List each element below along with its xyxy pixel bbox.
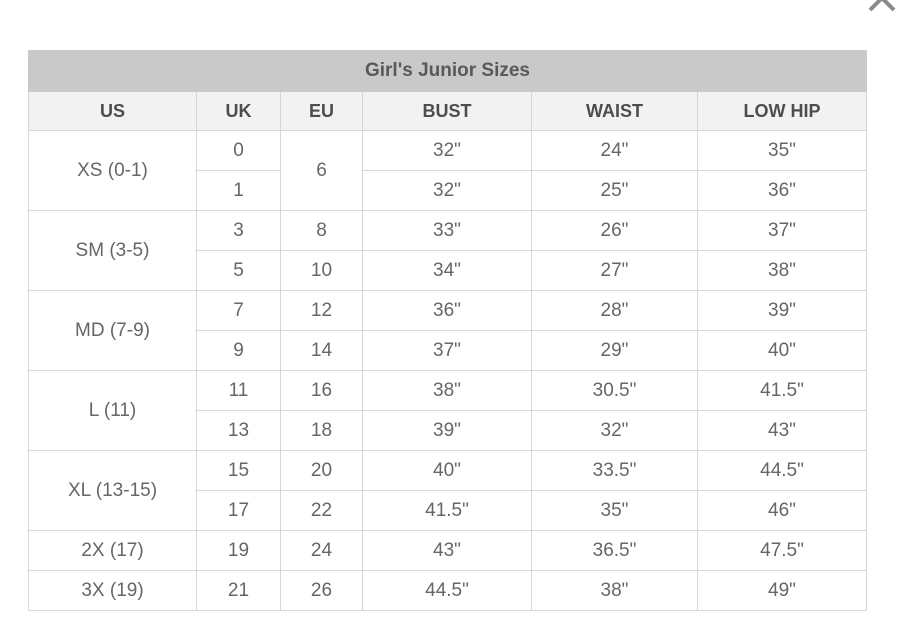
cell-low-hip: 44.5" <box>697 450 867 491</box>
cell-low-hip: 37" <box>697 210 867 251</box>
cell-waist: 30.5" <box>531 370 698 411</box>
table-row: SM (3-5) 3 8 33" 26" 37" <box>28 210 867 291</box>
cell-waist: 29" <box>531 330 698 371</box>
cell-bust: 32" <box>362 170 532 211</box>
table-row: 1 32" 25" 36" <box>29 170 867 211</box>
table-title-row: Girl's Junior Sizes <box>28 50 867 92</box>
cell-uk: 7 <box>196 290 281 331</box>
column-header-us: US <box>28 91 197 131</box>
cell-waist: 38" <box>531 570 698 611</box>
column-header-bust: BUST <box>362 91 532 131</box>
cell-eu: 20 <box>280 450 363 491</box>
cell-uk: 5 <box>196 250 281 291</box>
cell-uk: 13 <box>196 410 281 451</box>
cell-eu: 16 <box>280 370 363 411</box>
cell-bust: 43" <box>362 530 532 571</box>
cell-low-hip: 43" <box>697 410 867 451</box>
cell-uk: 15 <box>196 450 281 491</box>
table-row: 13 18 39" 32" 43" <box>29 410 867 451</box>
cell-us: 3X (19) <box>28 570 197 611</box>
cell-bust: 39" <box>362 410 532 451</box>
cell-bust: 32" <box>362 130 532 171</box>
cell-waist: 32" <box>531 410 698 451</box>
table-row: 3X (19) 21 26 44.5" 38" 49" <box>28 570 867 611</box>
cell-waist: 33.5" <box>531 450 698 491</box>
cell-low-hip: 40" <box>697 330 867 371</box>
cell-bust: 41.5" <box>362 490 532 531</box>
cell-uk: 19 <box>196 530 281 571</box>
cell-waist: 24" <box>531 130 698 171</box>
column-header-low-hip: LOW HIP <box>697 91 867 131</box>
table-row: XS (0-1) 0 6 32" 24" 35" <box>28 130 867 211</box>
table-row: L (11) 11 16 38" 30.5" 41.5" <box>28 370 867 451</box>
cell-eu: 8 <box>280 210 363 251</box>
close-icon[interactable] <box>862 0 902 18</box>
table-row: 5 10 34" 27" 38" <box>29 250 867 291</box>
cell-us: XS (0-1) <box>28 130 197 211</box>
table-row: XL (13-15) 15 20 40" 33.5" 44.5" <box>28 450 867 531</box>
cell-us: SM (3-5) <box>28 210 197 291</box>
table-row: 17 22 41.5" 35" 46" <box>29 490 867 531</box>
cell-eu: 12 <box>280 290 363 331</box>
cell-bust: 33" <box>362 210 532 251</box>
table-row: 2X (17) 19 24 43" 36.5" 47.5" <box>28 530 867 571</box>
cell-uk: 3 <box>196 210 281 251</box>
cell-uk: 17 <box>196 490 281 531</box>
cell-low-hip: 38" <box>697 250 867 291</box>
cell-low-hip: 41.5" <box>697 370 867 411</box>
cell-bust: 34" <box>362 250 532 291</box>
cell-low-hip: 49" <box>697 570 867 611</box>
cell-us: MD (7-9) <box>28 290 197 371</box>
table-title: Girl's Junior Sizes <box>28 50 867 92</box>
cell-uk: 9 <box>196 330 281 371</box>
cell-waist: 28" <box>531 290 698 331</box>
cell-eu: 14 <box>280 330 363 371</box>
cell-eu: 18 <box>280 410 363 451</box>
cell-waist: 26" <box>531 210 698 251</box>
cell-low-hip: 36" <box>697 170 867 211</box>
cell-waist: 25" <box>531 170 698 211</box>
cell-low-hip: 46" <box>697 490 867 531</box>
cell-bust: 37" <box>362 330 532 371</box>
cell-uk: 0 <box>196 130 281 171</box>
column-header-waist: WAIST <box>531 91 698 131</box>
table-row: 9 14 37" 29" 40" <box>29 330 867 371</box>
cell-waist: 36.5" <box>531 530 698 571</box>
cell-bust: 40" <box>362 450 532 491</box>
cell-low-hip: 35" <box>697 130 867 171</box>
cell-uk: 21 <box>196 570 281 611</box>
cell-uk: 11 <box>196 370 281 411</box>
table-row: MD (7-9) 7 12 36" 28" 39" <box>28 290 867 371</box>
cell-eu: 10 <box>280 250 363 291</box>
cell-low-hip: 47.5" <box>697 530 867 571</box>
column-header-eu: EU <box>280 91 363 131</box>
cell-low-hip: 39" <box>697 290 867 331</box>
column-header-uk: UK <box>196 91 281 131</box>
cell-waist: 27" <box>531 250 698 291</box>
cell-eu: 22 <box>280 490 363 531</box>
cell-eu: 26 <box>280 570 363 611</box>
cell-bust: 36" <box>362 290 532 331</box>
cell-us: 2X (17) <box>28 530 197 571</box>
size-chart-table: Girl's Junior Sizes US UK EU BUST WAIST … <box>28 50 867 611</box>
table-body: XS (0-1) 0 6 32" 24" 35" 1 32" 25" 36" SM (3-5) 3 8 3… <box>28 130 867 611</box>
cell-us: XL (13-15) <box>28 450 197 531</box>
cell-us: L (11) <box>28 370 197 451</box>
cell-bust: 44.5" <box>362 570 532 611</box>
cell-waist: 35" <box>531 490 698 531</box>
cell-bust: 38" <box>362 370 532 411</box>
size-chart-container: Girl's Junior Sizes US UK EU BUST WAIST … <box>28 50 867 611</box>
cell-eu: 24 <box>280 530 363 571</box>
cell-uk: 1 <box>196 170 281 211</box>
table-header-row: US UK EU BUST WAIST LOW HIP <box>28 91 867 131</box>
cell-eu: 6 <box>280 130 363 211</box>
